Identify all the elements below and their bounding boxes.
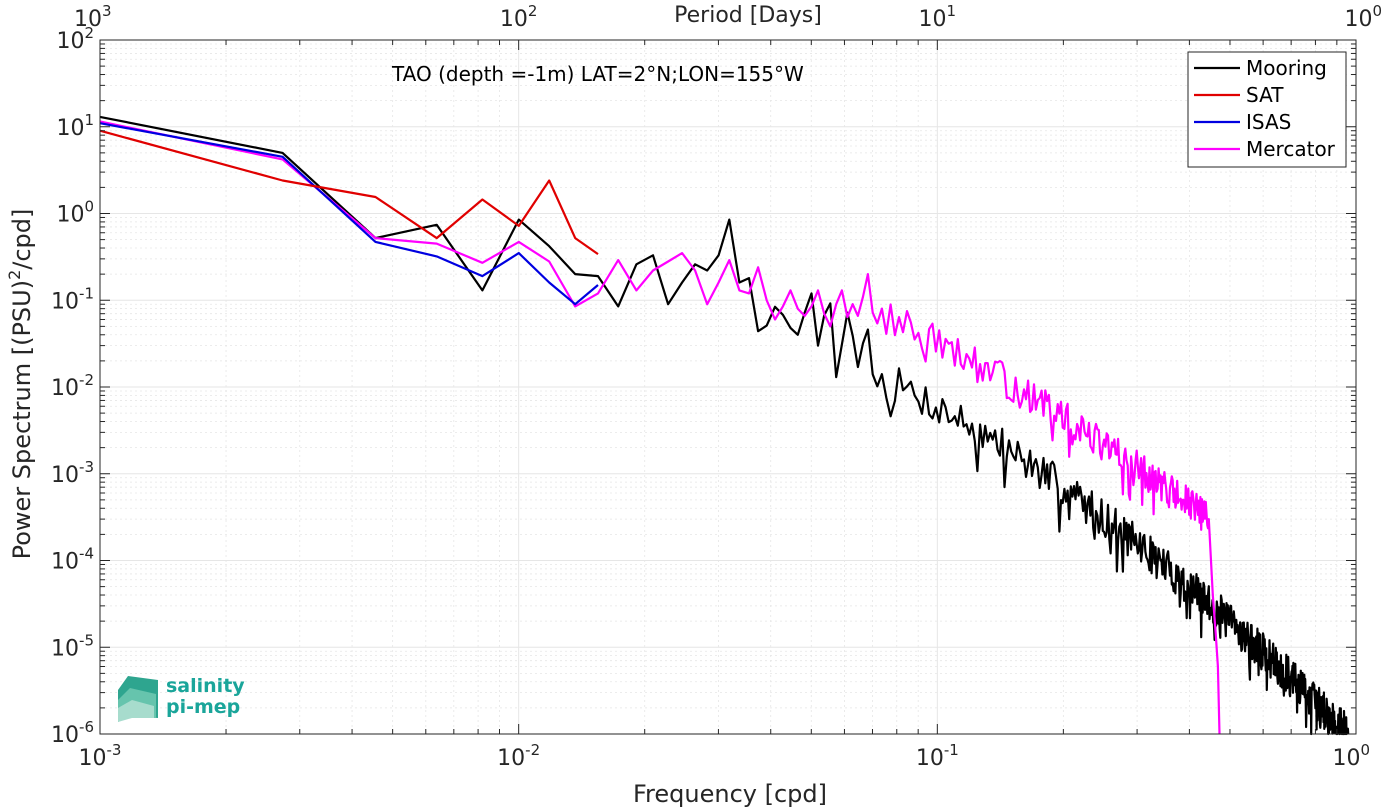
series-line-mercator (99, 120, 1221, 735)
series-line-mooring (99, 115, 1350, 736)
y-tick-label-base: 10 (51, 463, 79, 488)
tick-marks (99, 40, 1356, 735)
top-tick-label-base: 10 (74, 7, 102, 32)
y-tick-label-exp: 2 (84, 24, 94, 42)
y-tick-label: 100 (56, 198, 94, 228)
y-axis-label-sup: 2 (5, 270, 24, 280)
y-tick-label-base: 10 (51, 550, 79, 575)
y-tick-label-base: 10 (56, 29, 84, 54)
legend-box (1187, 51, 1347, 168)
y-tick-label-exp: -2 (79, 371, 94, 389)
y-tick-label-base: 10 (56, 116, 84, 141)
y-tick-label-base: 10 (51, 376, 79, 401)
logo-wave-icon (118, 676, 158, 722)
y-tick-label: 101 (56, 111, 94, 141)
top-tick-label-exp: 3 (102, 2, 112, 20)
legend-label-mercator: Mercator (1246, 137, 1336, 161)
tick-labels: 10-3 10-2 10-1 10010210110010-110-210-310-4… (51, 2, 1382, 771)
y-axis-label-unit: /cpd] (8, 209, 36, 270)
top-tick-label-base: 10 (500, 7, 528, 32)
x-tick-label: 10-3 (79, 741, 122, 771)
y-tick-label: 10-1 (51, 284, 94, 314)
x-tick-label-base: 10 (1332, 746, 1360, 771)
legend-label-mooring: Mooring (1246, 56, 1327, 80)
x-tick-label: 100 (1332, 741, 1370, 771)
y-tick-label-base: 10 (51, 636, 79, 661)
x-tick-label-exp: 0 (1360, 741, 1370, 759)
y-tick-label-base: 10 (51, 289, 79, 314)
top-tick-label: 100 (1344, 2, 1382, 32)
y-tick-label-exp: -1 (79, 284, 94, 302)
salinity-pi-mep-logo: salinity pi-mep (118, 675, 245, 722)
x-tick-label-base: 10 (916, 746, 944, 771)
legend-label-sat: SAT (1246, 83, 1284, 107)
legend-label-isas: ISAS (1246, 110, 1291, 134)
top-tick-label-exp: 0 (1372, 2, 1382, 20)
y-tick-label-exp: 0 (84, 198, 94, 216)
chart-title: TAO (depth =-1m) LAT=2°N;LON=155°W (391, 62, 804, 86)
top-tick-label-exp: 1 (947, 2, 957, 20)
x-tick-label: 10-2 (497, 741, 540, 771)
y-tick-label-base: 10 (51, 723, 79, 748)
top-tick-label: 102 (500, 2, 538, 32)
y-tick-label: 10-5 (51, 631, 94, 661)
x-tick-label-exp: -3 (107, 741, 122, 759)
y-tick-label-exp: 1 (84, 111, 94, 129)
y-tick-label: 10-3 (51, 458, 94, 488)
top-tick-label: 101 (919, 2, 957, 32)
y-tick-label: 10-2 (51, 371, 94, 401)
x-tick-label: 10-1 (916, 741, 959, 771)
series-layer (99, 115, 1350, 736)
logo-text-salinity: salinity (166, 675, 245, 697)
top-tick-label: 103 (74, 2, 112, 32)
x-tick-label-exp: -2 (525, 741, 540, 759)
top-tick-label-exp: 2 (528, 2, 538, 20)
y-tick-label: 102 (56, 24, 94, 54)
top-tick-label-base: 10 (1344, 7, 1372, 32)
y-tick-label-base: 10 (56, 203, 84, 228)
y-tick-label: 10-4 (51, 545, 94, 575)
y-tick-label-exp: -4 (79, 545, 94, 563)
top-tick-label-base: 10 (919, 7, 947, 32)
legend: Mooring SAT ISAS Mercator (1187, 51, 1347, 168)
top-axis-label: Period [Days] (674, 3, 822, 28)
y-tick-label-exp: -5 (79, 631, 94, 649)
y-axis-label-main: Power Spectrum [(PSU) (8, 280, 36, 559)
x-tick-label-base: 10 (497, 746, 525, 771)
y-tick-label: 10-6 (51, 718, 94, 748)
y-tick-label-exp: -3 (79, 458, 94, 476)
x-axis-label: Frequency [cpd] (633, 780, 827, 808)
y-tick-label-exp: -6 (79, 718, 94, 736)
x-tick-label-exp: -1 (944, 741, 959, 759)
x-tick-label-base: 10 (79, 746, 107, 771)
logo-text-pi-mep: pi-mep (166, 696, 240, 718)
grid-lines (99, 40, 1356, 735)
series-line-sat (99, 129, 599, 256)
y-axis-label: Power Spectrum [(PSU)2/cpd] (5, 209, 36, 560)
